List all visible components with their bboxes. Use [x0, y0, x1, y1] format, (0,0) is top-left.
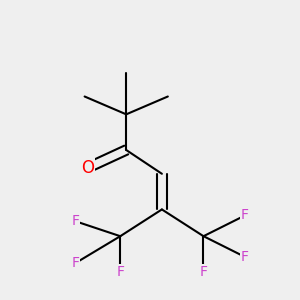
Text: F: F — [72, 214, 80, 228]
Text: F: F — [200, 265, 208, 279]
Text: F: F — [241, 250, 249, 264]
Text: F: F — [72, 256, 80, 270]
Text: F: F — [241, 208, 249, 222]
Text: O: O — [81, 159, 94, 177]
Text: F: F — [116, 265, 124, 279]
